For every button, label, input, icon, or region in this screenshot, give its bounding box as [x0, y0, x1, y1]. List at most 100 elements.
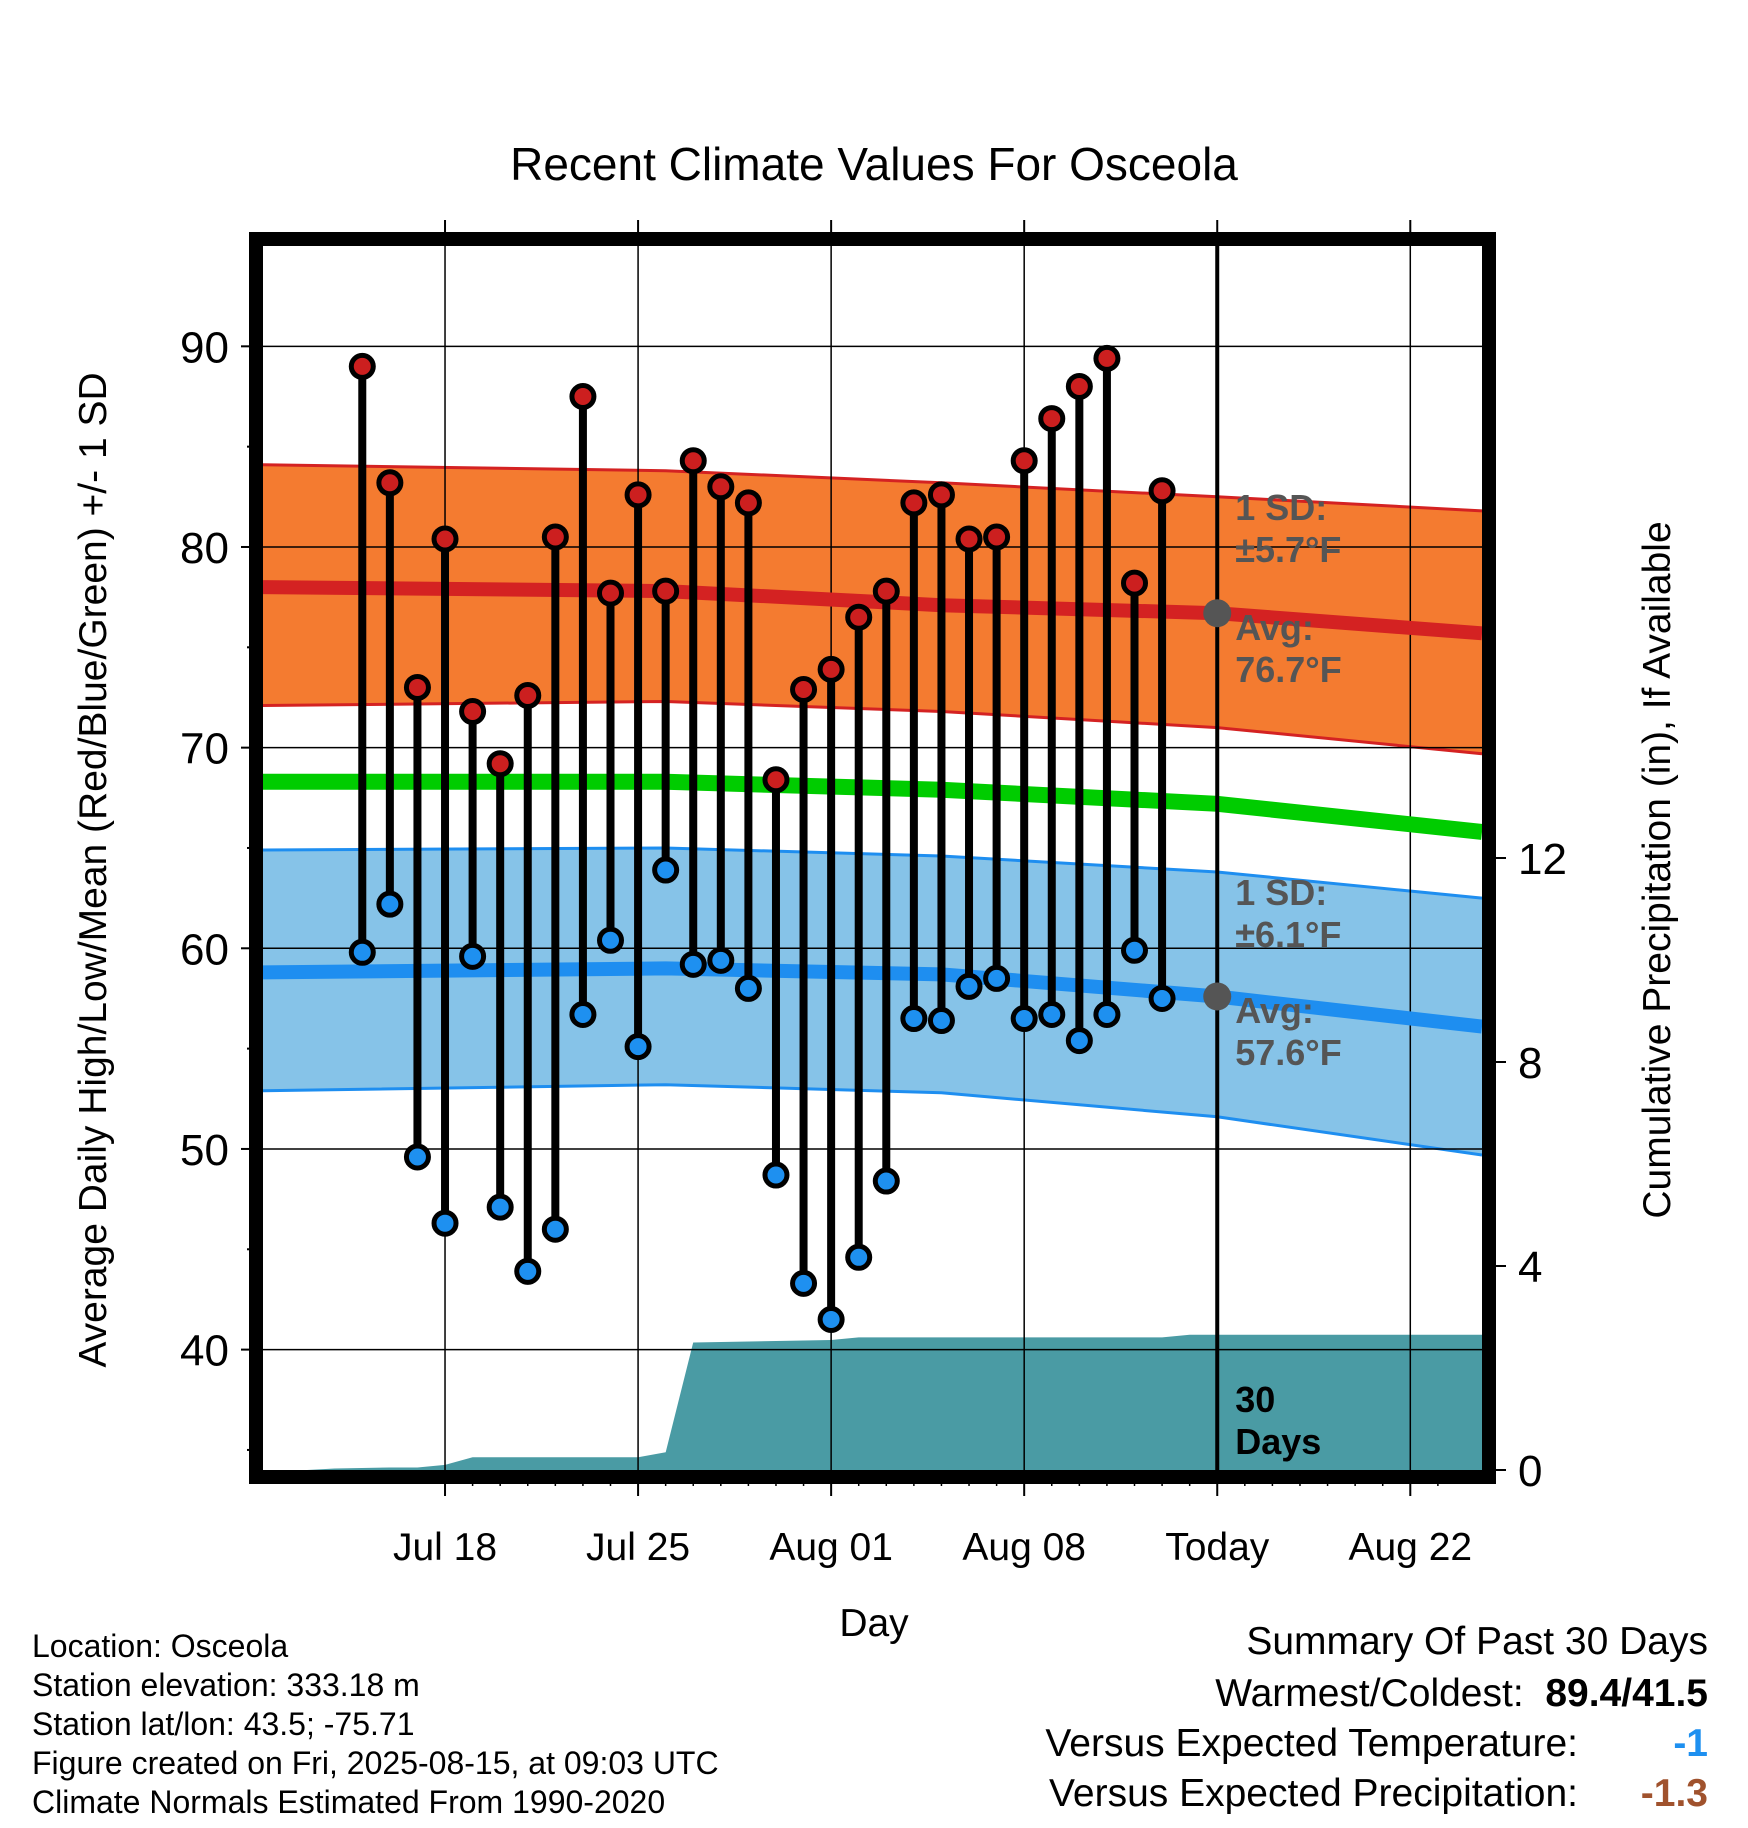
y-tick-label-80: 80: [180, 524, 229, 573]
summary-temp-row: Versus Expected Temperature: -1: [1045, 1722, 1708, 1766]
daily-low-point: [900, 1005, 928, 1033]
daily-low-point: [790, 1269, 818, 1297]
daily-high-point: [541, 523, 569, 551]
info-elevation: Station elevation: 333.18 m: [32, 1667, 420, 1703]
x-tick-label: Aug 22: [1348, 1526, 1472, 1569]
high-sd-annotation-line-2: ±5.7°F: [1235, 529, 1341, 570]
x-tick-label: Jul 18: [393, 1526, 497, 1569]
low-avg-annotation-line-1: Avg:: [1235, 990, 1314, 1031]
daily-high-point: [927, 481, 955, 509]
daily-high-point: [431, 525, 459, 553]
plot-frame: [249, 232, 1496, 1484]
summary-warmest-label: Warmest/Coldest:: [1215, 1672, 1524, 1715]
daily-high-point: [762, 766, 790, 794]
daily-low-point: [541, 1215, 569, 1243]
daily-low-point: [652, 856, 680, 884]
daily-low-point: [1121, 936, 1149, 964]
y-axis-label: Average Daily High/Low/Mean (Red/Blue/Gr…: [72, 372, 115, 1367]
daily-high-point: [1093, 344, 1121, 372]
daily-high-point: [955, 525, 983, 553]
high-avg-annotation-line-2: 76.7°F: [1235, 649, 1341, 690]
info-normals: Climate Normals Estimated From 1990-2020: [32, 1784, 666, 1820]
daily-low-point: [1065, 1027, 1093, 1055]
x-tick-label: Jul 25: [586, 1526, 690, 1569]
daily-low-point: [486, 1193, 514, 1221]
y-tick-label-40: 40: [180, 1327, 229, 1376]
daily-low-point: [459, 942, 487, 970]
daily-low-point: [872, 1167, 900, 1195]
y2-tick-label-0: 0: [1518, 1447, 1542, 1496]
daily-high-point: [596, 579, 624, 607]
summary-precip-value: -1.3: [1640, 1772, 1708, 1815]
summary-warmest-row: Warmest/Coldest: 89.4/41.5: [1215, 1672, 1708, 1716]
daily-high-point: [486, 750, 514, 778]
daily-low-point: [983, 964, 1011, 992]
daily-low-point: [1093, 1001, 1121, 1029]
daily-high-point: [348, 352, 376, 380]
daily-high-point: [652, 577, 680, 605]
daily-high-point: [1038, 405, 1066, 433]
daily-high-point: [707, 473, 735, 501]
summary-title: Summary Of Past 30 Days: [1246, 1620, 1708, 1663]
daily-low-point: [679, 950, 707, 978]
daily-low-point: [927, 1007, 955, 1035]
precip-area: [263, 1334, 1482, 1470]
y2-tick-label-8: 8: [1518, 1039, 1542, 1088]
info-created: Figure created on Fri, 2025-08-15, at 09…: [32, 1745, 719, 1781]
high-avg-annotation-line-1: Avg:: [1235, 607, 1314, 648]
daily-high-point: [624, 481, 652, 509]
daily-high-point: [983, 523, 1011, 551]
days-annotation-line-2: Days: [1235, 1421, 1321, 1462]
daily-high-point: [872, 577, 900, 605]
daily-low-point: [734, 974, 762, 1002]
high-sd-annotation-line-1: 1 SD:: [1235, 487, 1327, 528]
daily-high-point: [1148, 477, 1176, 505]
today-low-avg-marker: [1203, 982, 1232, 1011]
daily-high-point: [569, 382, 597, 410]
daily-high-point: [514, 681, 542, 709]
y-tick-label-60: 60: [180, 925, 229, 974]
daily-high-point: [403, 673, 431, 701]
daily-low-point: [1148, 984, 1176, 1012]
summary-precip-label: Versus Expected Precipitation:: [1049, 1772, 1578, 1815]
x-tick-label: Aug 08: [962, 1526, 1086, 1569]
low-sd-annotation-line-1: 1 SD:: [1235, 872, 1327, 913]
daily-high-point: [845, 603, 873, 631]
info-latlon: Station lat/lon: 43.5; -75.71: [32, 1706, 415, 1742]
daily-high-point: [376, 469, 404, 497]
daily-low-point: [845, 1243, 873, 1271]
daily-high-point: [679, 447, 707, 475]
today-high-avg-marker: [1203, 599, 1232, 628]
daily-low-point: [762, 1161, 790, 1189]
summary-precip-row: Versus Expected Precipitation: -1.3: [1049, 1772, 1708, 1816]
daily-low-point: [376, 890, 404, 918]
y2-tick-label-4: 4: [1518, 1243, 1542, 1292]
low-avg-annotation-line-2: 57.6°F: [1235, 1032, 1341, 1073]
low-sd-annotation-line-2: ±6.1°F: [1235, 914, 1341, 955]
daily-low-point: [624, 1033, 652, 1061]
daily-high-point: [1121, 569, 1149, 597]
chart-title: Recent Climate Values For Osceola: [510, 138, 1238, 190]
daily-low-point: [348, 938, 376, 966]
y-tick-label-50: 50: [180, 1126, 229, 1175]
daily-low-point: [817, 1306, 845, 1334]
x-tick-label: Aug 01: [769, 1526, 893, 1569]
daily-low-point: [403, 1143, 431, 1171]
daily-high-point: [734, 489, 762, 517]
daily-high-point: [1065, 372, 1093, 400]
summary-temp-value: -1: [1673, 1722, 1708, 1765]
low-sd-band: [263, 848, 1482, 1155]
daily-high-point: [900, 489, 928, 517]
days-annotation-line-1: 30: [1235, 1379, 1275, 1420]
daily-high-point: [817, 655, 845, 683]
daily-high-point: [790, 675, 818, 703]
daily-low-point: [1038, 1001, 1066, 1029]
daily-low-point: [569, 1001, 597, 1029]
info-location: Location: Osceola: [32, 1628, 289, 1664]
y-tick-label-90: 90: [180, 323, 229, 372]
daily-low-point: [431, 1209, 459, 1237]
daily-high-point: [459, 698, 487, 726]
x-tick-label: Today: [1165, 1526, 1270, 1569]
daily-low-point: [1010, 1005, 1038, 1033]
